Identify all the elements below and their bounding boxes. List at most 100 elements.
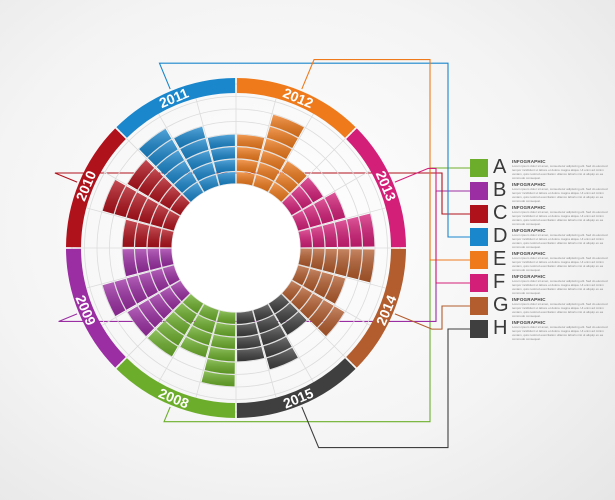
bar-cell-shine: [159, 186, 181, 209]
bar-cell-shine: [263, 336, 292, 358]
bar-cell-shine: [180, 138, 209, 160]
bar-cell-shine: [314, 198, 334, 224]
legend-item-c: C INFOGRAPHIC Lorem ipsum dolor sit amet, …: [470, 202, 610, 226]
legend-text: Lorem ipsum dolor sit amet, consectetur …: [512, 325, 608, 341]
bar-cell-shine: [174, 171, 197, 193]
grid-spoke: [101, 170, 181, 217]
bar-cell-shine: [126, 275, 148, 304]
legend-item-b: B INFOGRAPHIC Lorem ipsum dolor sit amet, …: [470, 179, 610, 203]
bar-cell-shine: [260, 150, 286, 170]
bar-cell-shine: [138, 299, 164, 328]
bar-cell-shine: [210, 334, 236, 349]
bar-cell-shine: [270, 114, 304, 138]
year-label-2008: 2008: [156, 385, 191, 412]
grid-spoke: [86, 264, 175, 289]
bar-cell-shine: [147, 329, 178, 357]
grid-spoke: [297, 207, 386, 232]
bar-cell-shine: [170, 280, 190, 302]
year-label-2011: 2011: [157, 85, 191, 111]
grid-spoke: [280, 138, 346, 204]
bar-cell-shine: [334, 249, 350, 277]
bar-cell-shine: [298, 248, 312, 267]
legend-text: Lorem ipsum dolor sit amet, consectetur …: [512, 210, 608, 226]
bar-cell-shine: [214, 322, 236, 337]
bar-cell-shine: [174, 126, 206, 149]
bar-cell-shine: [147, 248, 162, 270]
bar-cell-shine: [300, 293, 323, 319]
bar-cell-shine: [182, 182, 204, 202]
bar-cell-shine: [180, 336, 209, 358]
bar-cell-shine: [346, 249, 362, 280]
bar-cell-shine: [135, 222, 150, 248]
year-segment-2008: [116, 358, 236, 418]
connector-line: [54, 172, 470, 215]
bar-cell-shine: [334, 219, 350, 247]
year-segment-2013: [346, 128, 406, 248]
bar-cell-shine: [291, 287, 313, 310]
grid-spoke: [267, 303, 314, 383]
grid-spoke: [297, 264, 386, 289]
year-label-2009: 2009: [73, 293, 100, 328]
radial-bars: [102, 114, 375, 387]
bar-cell-shine: [217, 172, 236, 186]
bar-cell-shine: [236, 159, 258, 174]
year-segment-2015: [236, 358, 356, 418]
bar-cell-shine: [236, 172, 255, 186]
connector-line: [301, 58, 470, 261]
legend-letter: B: [493, 179, 507, 201]
bar-cell-shine: [160, 229, 174, 248]
bar-cell-shine: [165, 312, 191, 335]
year-segment-2012: [236, 78, 356, 138]
bar-cell-shine: [192, 315, 216, 334]
grid-spoke: [86, 207, 175, 232]
center-hole: [172, 184, 300, 312]
bar-cell-shine: [102, 282, 126, 316]
bar-cell-shine: [114, 186, 137, 218]
legend-title: INFOGRAPHIC: [512, 297, 546, 302]
bar-cell-shine: [310, 226, 325, 248]
bar-cell-shine: [256, 162, 280, 181]
bar-cell-shine: [198, 304, 219, 322]
year-segment-2011: [116, 78, 236, 138]
legend-item-f: F INFOGRAPHIC Lorem ipsum dolor sit amet, …: [470, 271, 610, 295]
legend-item-a: A INFOGRAPHIC Lorem ipsum dolor sit amet, …: [470, 156, 610, 180]
grid-spoke: [267, 113, 314, 193]
legend-title: INFOGRAPHIC: [512, 320, 546, 325]
bar-cell-shine: [162, 210, 180, 231]
legend-title: INFOGRAPHIC: [512, 159, 546, 164]
year-label-2015: 2015: [281, 385, 316, 412]
legend-swatch: [470, 159, 488, 177]
grid-spoke: [195, 309, 220, 398]
legend-title: INFOGRAPHIC: [512, 228, 546, 233]
bar-cell-shine: [292, 265, 310, 286]
legend-swatch: [470, 251, 488, 269]
bar-cell-shine: [282, 280, 302, 302]
bar-cell-shine: [317, 306, 345, 337]
bar-cell-shine: [210, 147, 236, 162]
bar-cell-shine: [126, 192, 148, 221]
legend-letter: C: [493, 202, 508, 224]
grid-spoke: [158, 113, 205, 193]
bar-cell-shine: [324, 192, 346, 221]
bar-cell-shine: [266, 126, 298, 149]
legend-letter: F: [493, 271, 506, 293]
bar-cell-shine: [207, 346, 235, 362]
grid-spoke: [252, 309, 277, 398]
bar-cell-shine: [268, 182, 290, 202]
legend-item-e: E INFOGRAPHIC Lorem ipsum dolor sit amet, …: [470, 248, 610, 272]
legend-title: INFOGRAPHIC: [512, 205, 546, 210]
bar-cell-shine: [135, 248, 150, 274]
grid-spoke: [291, 279, 371, 326]
legend-swatch: [470, 182, 488, 200]
bar-cell-shine: [149, 293, 172, 319]
bar-cell-shine: [182, 294, 204, 314]
radial-grid: [71, 83, 401, 413]
connector-line: [394, 167, 470, 284]
bar-cell-shine: [275, 303, 298, 325]
bar-cell-shine: [282, 194, 302, 216]
bar-cell-shine: [237, 346, 265, 362]
bar-cell-shine: [263, 138, 292, 160]
legend-text: Lorem ipsum dolor sit amet, consectetur …: [512, 164, 608, 180]
grid-spoke: [101, 279, 181, 326]
